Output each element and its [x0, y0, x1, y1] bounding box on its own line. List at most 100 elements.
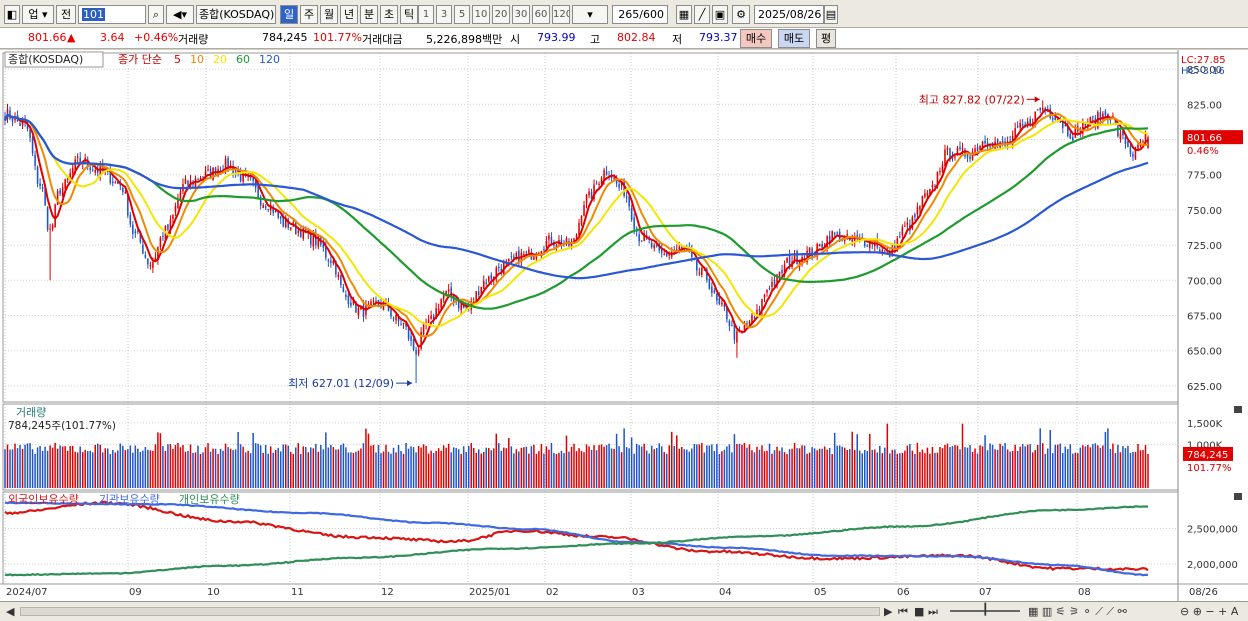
- volume-bar[interactable]: [387, 451, 390, 488]
- volume-bar[interactable]: [1119, 452, 1122, 488]
- candle-body[interactable]: [197, 178, 199, 180]
- volume-bar[interactable]: [1006, 449, 1009, 488]
- volume-bar[interactable]: [535, 453, 538, 488]
- volume-bar[interactable]: [583, 452, 585, 488]
- minute-tab-120[interactable]: 120: [552, 5, 570, 24]
- candle-body[interactable]: [315, 233, 317, 245]
- candle-body[interactable]: [234, 171, 237, 173]
- volume-bar[interactable]: [1069, 444, 1072, 488]
- volume-bar[interactable]: [986, 450, 989, 488]
- candle-body[interactable]: [826, 236, 828, 248]
- volume-bar[interactable]: [500, 450, 503, 488]
- volume-bar[interactable]: [81, 452, 84, 488]
- volume-bar[interactable]: [931, 446, 934, 488]
- volume-bar[interactable]: [380, 453, 382, 488]
- volume-bar[interactable]: [538, 451, 540, 488]
- forward-icon[interactable]: ⏭: [928, 605, 938, 618]
- volume-bar[interactable]: [202, 452, 204, 488]
- candle-body[interactable]: [1056, 118, 1059, 120]
- candle-body[interactable]: [630, 208, 633, 220]
- volume-bar[interactable]: [219, 448, 222, 488]
- candle-body[interactable]: [284, 219, 287, 227]
- candle-body[interactable]: [580, 215, 583, 224]
- candle-body[interactable]: [533, 256, 535, 260]
- volume-bar[interactable]: [367, 433, 370, 488]
- volume-bar[interactable]: [34, 453, 36, 488]
- candle-body[interactable]: [633, 217, 635, 230]
- minute-tab-10[interactable]: 10: [472, 5, 490, 24]
- volume-bar[interactable]: [19, 445, 21, 488]
- volume-bar[interactable]: [182, 445, 184, 488]
- candle-body[interactable]: [325, 245, 327, 258]
- candle-body[interactable]: [330, 260, 332, 263]
- candle-body[interactable]: [916, 207, 919, 215]
- volume-bar[interactable]: [523, 447, 525, 488]
- volume-bar[interactable]: [375, 452, 377, 488]
- candle-body[interactable]: [172, 214, 174, 219]
- candle-body[interactable]: [620, 182, 623, 186]
- candle-body[interactable]: [939, 170, 941, 172]
- candle-body[interactable]: [400, 323, 402, 325]
- volume-bar[interactable]: [713, 450, 716, 488]
- volume-bar[interactable]: [881, 453, 884, 488]
- volume-bar[interactable]: [1049, 429, 1051, 488]
- volume-bar[interactable]: [585, 444, 588, 488]
- candle-body[interactable]: [756, 309, 758, 315]
- candle-body[interactable]: [904, 225, 906, 227]
- volume-bar[interactable]: [249, 453, 252, 488]
- candle-body[interactable]: [41, 187, 44, 189]
- volume-bar[interactable]: [355, 451, 357, 488]
- volume-bar[interactable]: [169, 444, 172, 488]
- candle-body[interactable]: [475, 291, 478, 304]
- volume-bar[interactable]: [109, 454, 112, 488]
- volume-pane[interactable]: [4, 423, 1149, 488]
- candle-body[interactable]: [615, 179, 618, 184]
- volume-bar[interactable]: [1129, 452, 1132, 488]
- volume-bar[interactable]: [147, 449, 149, 488]
- volume-bar[interactable]: [6, 444, 9, 488]
- candle-body[interactable]: [144, 255, 147, 258]
- volume-bar[interactable]: [415, 452, 417, 488]
- volume-bar[interactable]: [119, 443, 122, 488]
- candle-body[interactable]: [1114, 119, 1117, 124]
- volume-bar[interactable]: [573, 443, 575, 488]
- volume-bar[interactable]: [89, 450, 91, 488]
- volume-bar[interactable]: [493, 448, 495, 488]
- candle-body[interactable]: [638, 234, 640, 242]
- candle-body[interactable]: [1109, 119, 1112, 121]
- candle-body[interactable]: [708, 279, 711, 290]
- candle-body[interactable]: [1104, 111, 1107, 116]
- candle-body[interactable]: [39, 183, 41, 187]
- volume-bar[interactable]: [956, 445, 959, 488]
- volume-bar[interactable]: [214, 448, 217, 488]
- candle-body[interactable]: [74, 159, 76, 171]
- volume-bar[interactable]: [864, 450, 866, 488]
- volume-bar[interactable]: [259, 445, 262, 488]
- candle-body[interactable]: [853, 237, 856, 242]
- candle-body[interactable]: [618, 184, 620, 188]
- volume-bar[interactable]: [768, 443, 771, 488]
- candle-body[interactable]: [543, 249, 545, 251]
- volume-bar[interactable]: [753, 452, 756, 488]
- volume-bar[interactable]: [846, 450, 848, 488]
- rewind-icon[interactable]: ⏮: [898, 605, 908, 618]
- candle-body[interactable]: [1099, 112, 1102, 121]
- volume-bar[interactable]: [593, 445, 595, 488]
- volume-bar[interactable]: [919, 452, 921, 488]
- volume-bar[interactable]: [462, 446, 465, 488]
- volume-bar[interactable]: [107, 448, 109, 488]
- minute-tab-1[interactable]: 1: [418, 5, 434, 24]
- candle-body[interactable]: [969, 156, 971, 159]
- volume-bar[interactable]: [843, 447, 846, 488]
- volume-bar[interactable]: [1139, 450, 1142, 488]
- candle-body[interactable]: [934, 185, 936, 187]
- candle-body[interactable]: [778, 271, 781, 277]
- type-select[interactable]: 업 ▾: [22, 5, 54, 24]
- candle-body[interactable]: [274, 210, 277, 213]
- candle-body[interactable]: [462, 305, 465, 308]
- candle-body[interactable]: [518, 250, 520, 264]
- volume-bar[interactable]: [660, 446, 663, 488]
- candle-body[interactable]: [525, 251, 528, 253]
- volume-bar[interactable]: [54, 442, 56, 488]
- volume-bar[interactable]: [372, 444, 375, 488]
